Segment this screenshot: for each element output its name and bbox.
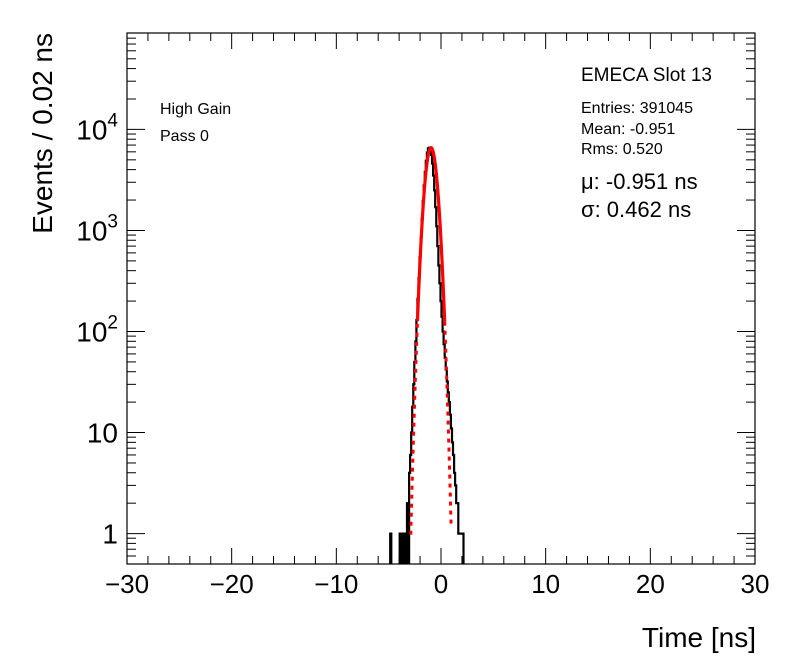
y-tick-label: 104: [76, 110, 118, 145]
x-tick-label: −30: [105, 569, 149, 599]
rms-label: Rms: 0.520: [581, 141, 663, 158]
gain-label: High Gain: [160, 101, 231, 118]
y-tick-label: 103: [76, 211, 118, 246]
mean-label: Mean: -0.951: [581, 121, 675, 138]
slot-label: EMECA Slot 13: [581, 65, 712, 86]
histogram-series: [389, 146, 465, 564]
fit-tail-right: [443, 321, 453, 528]
plot-frame: [126, 32, 756, 565]
x-tick-label: 20: [636, 569, 665, 599]
y-tick-label: 1: [102, 519, 118, 550]
fit-tail-left: [409, 321, 419, 535]
y-tick-label: 102: [76, 313, 118, 348]
x-axis-label: Time [ns]: [642, 622, 756, 653]
x-tick-label: 0: [434, 569, 448, 599]
x-tick-label: 10: [531, 569, 560, 599]
entries-label: Entries: 391045: [581, 100, 693, 117]
sigma-label: σ: 0.462 ns: [581, 197, 691, 222]
pass-label: Pass 0: [160, 128, 209, 145]
gaussian-fit-series: [415, 146, 447, 322]
x-tick-label: −20: [210, 569, 254, 599]
x-tick-label: 30: [741, 569, 770, 599]
data-layer: [389, 146, 465, 564]
mu-label: μ: -0.951 ns: [581, 169, 698, 194]
x-tick-label: −10: [314, 569, 358, 599]
y-axis-label: Events / 0.02 ns: [27, 33, 58, 234]
y-tick-label: 10: [87, 418, 118, 449]
